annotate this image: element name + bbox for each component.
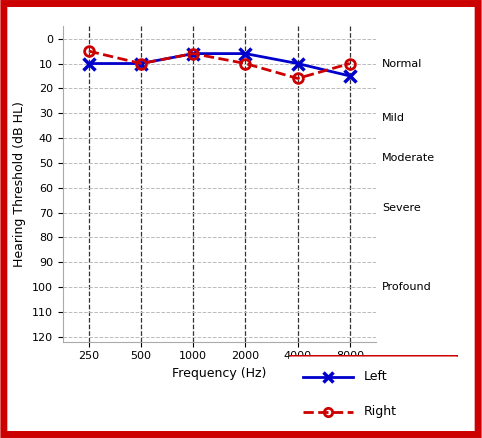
X-axis label: Frequency (Hz): Frequency (Hz) — [172, 367, 267, 380]
Text: Moderate: Moderate — [382, 153, 435, 163]
Y-axis label: Hearing Threshold (dB HL): Hearing Threshold (dB HL) — [13, 101, 26, 267]
Text: Right: Right — [363, 405, 396, 418]
Text: Profound: Profound — [382, 282, 432, 292]
Text: Mild: Mild — [382, 113, 405, 123]
Text: Left: Left — [363, 371, 387, 383]
Text: Normal: Normal — [382, 59, 423, 68]
Text: Severe: Severe — [382, 202, 421, 212]
FancyBboxPatch shape — [284, 355, 463, 434]
